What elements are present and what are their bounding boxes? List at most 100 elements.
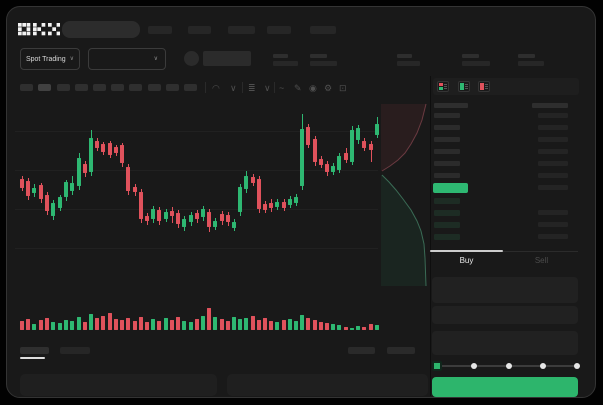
nav-item[interactable]	[310, 26, 336, 34]
bid-price[interactable]	[434, 222, 460, 228]
ask-price[interactable]	[434, 173, 460, 178]
settings-icon[interactable]: ⚙	[324, 83, 333, 93]
candle	[207, 212, 211, 227]
book-view-both-icon[interactable]	[437, 81, 449, 92]
spot-trading-selector[interactable]: Spot Trading ∨	[20, 48, 80, 70]
scale-toggle-1[interactable]	[348, 347, 375, 354]
indicator-icon[interactable]: ◠	[212, 83, 220, 93]
candle	[20, 179, 24, 188]
ask-price[interactable]	[434, 161, 460, 166]
nav-item[interactable]	[188, 26, 211, 34]
ask-price[interactable]	[434, 125, 460, 130]
timeframe-button[interactable]	[57, 84, 70, 91]
volume-bar	[369, 324, 373, 330]
volume-bar	[32, 324, 36, 330]
volume-bar	[45, 318, 49, 330]
volume-bar	[114, 319, 118, 330]
chevron-down-icon: ∨	[153, 56, 158, 62]
bottom-panel-right[interactable]	[227, 374, 428, 396]
slider-stop[interactable]	[539, 363, 546, 369]
gridline	[15, 248, 378, 249]
slider-stop[interactable]	[505, 363, 512, 369]
volume-bar	[226, 321, 230, 330]
search-input[interactable]	[62, 21, 140, 38]
timeframe-button[interactable]	[148, 84, 161, 91]
candle	[306, 127, 310, 145]
nav-item[interactable]	[228, 26, 255, 34]
tab-divider	[430, 251, 578, 252]
candle	[95, 141, 99, 148]
ask-amount	[538, 113, 568, 118]
volume-bar	[195, 319, 199, 330]
ask-price[interactable]	[434, 149, 460, 154]
timeframe-button[interactable]	[111, 84, 124, 91]
slider-stop[interactable]	[471, 363, 478, 369]
timeframe-button[interactable]	[184, 84, 197, 91]
chevron-down-icon[interactable]: ∨	[264, 83, 271, 93]
slider-stop[interactable]	[574, 363, 580, 369]
gridline	[15, 209, 378, 210]
volume-bar	[139, 317, 143, 330]
ask-price[interactable]	[434, 113, 460, 118]
book-view-asks-icon[interactable]	[478, 81, 490, 92]
volume-bar	[350, 328, 354, 330]
timeframe-button[interactable]	[129, 84, 142, 91]
bottom-panel-left[interactable]	[20, 374, 217, 396]
draw-icon[interactable]: ✎	[294, 83, 302, 93]
buy-button[interactable]	[432, 377, 578, 397]
volume-bar	[269, 321, 273, 330]
candle	[201, 209, 205, 217]
timeframe-button[interactable]	[166, 84, 179, 91]
candle	[77, 158, 81, 186]
timeframe-button[interactable]	[38, 84, 51, 91]
volume-bar	[275, 322, 279, 330]
last-price-bar[interactable]	[433, 183, 468, 193]
market-pair-dropdown[interactable]: ∨	[88, 48, 166, 70]
volume-bar	[101, 316, 105, 330]
timeframe-button[interactable]	[75, 84, 88, 91]
bid-price[interactable]	[434, 234, 460, 240]
line-tool-icon[interactable]: ~	[279, 83, 285, 93]
candle	[101, 144, 105, 152]
volume-bar	[356, 326, 360, 330]
scale-toggle-2[interactable]	[387, 347, 415, 354]
ask-price[interactable]	[434, 137, 460, 142]
slider-handle[interactable]	[432, 361, 442, 371]
volume-bar	[39, 320, 43, 330]
volume-bar	[306, 318, 310, 330]
chevron-down-icon[interactable]: ∨	[230, 83, 237, 93]
candle	[288, 199, 292, 205]
candle	[294, 197, 298, 203]
timeframe-button[interactable]	[20, 84, 33, 91]
volume-bar	[375, 325, 379, 330]
total-field[interactable]	[432, 331, 578, 355]
tab-sell[interactable]: Sell	[534, 256, 549, 265]
candlestick-chart[interactable]	[15, 100, 379, 294]
chart-tab[interactable]	[60, 347, 90, 354]
chart-type-icon[interactable]: ≣	[248, 83, 256, 93]
candle	[213, 221, 217, 227]
nav-item[interactable]	[267, 26, 291, 34]
volume-bar	[362, 327, 366, 330]
bid-amount	[538, 210, 568, 215]
volume-bar	[157, 321, 161, 330]
volume-bar	[70, 321, 74, 330]
ask-amount	[538, 173, 568, 178]
tab-buy[interactable]: Buy	[459, 256, 474, 265]
fullscreen-icon[interactable]: ⊡	[339, 83, 347, 93]
bid-price[interactable]	[434, 210, 460, 216]
volume-bar	[26, 319, 30, 330]
bid-amount	[538, 222, 568, 227]
nav-item[interactable]	[148, 26, 172, 34]
timeframe-button[interactable]	[93, 84, 106, 91]
bid-price[interactable]	[434, 198, 460, 204]
chart-tab-active[interactable]	[20, 347, 49, 354]
candle	[151, 209, 155, 219]
price-field[interactable]	[432, 277, 578, 303]
candle	[232, 222, 236, 228]
candle	[58, 197, 62, 208]
amount-field[interactable]	[432, 306, 578, 324]
book-view-bids-icon[interactable]	[458, 81, 470, 92]
camera-icon[interactable]: ◉	[309, 83, 317, 93]
volume-bar	[220, 319, 224, 330]
